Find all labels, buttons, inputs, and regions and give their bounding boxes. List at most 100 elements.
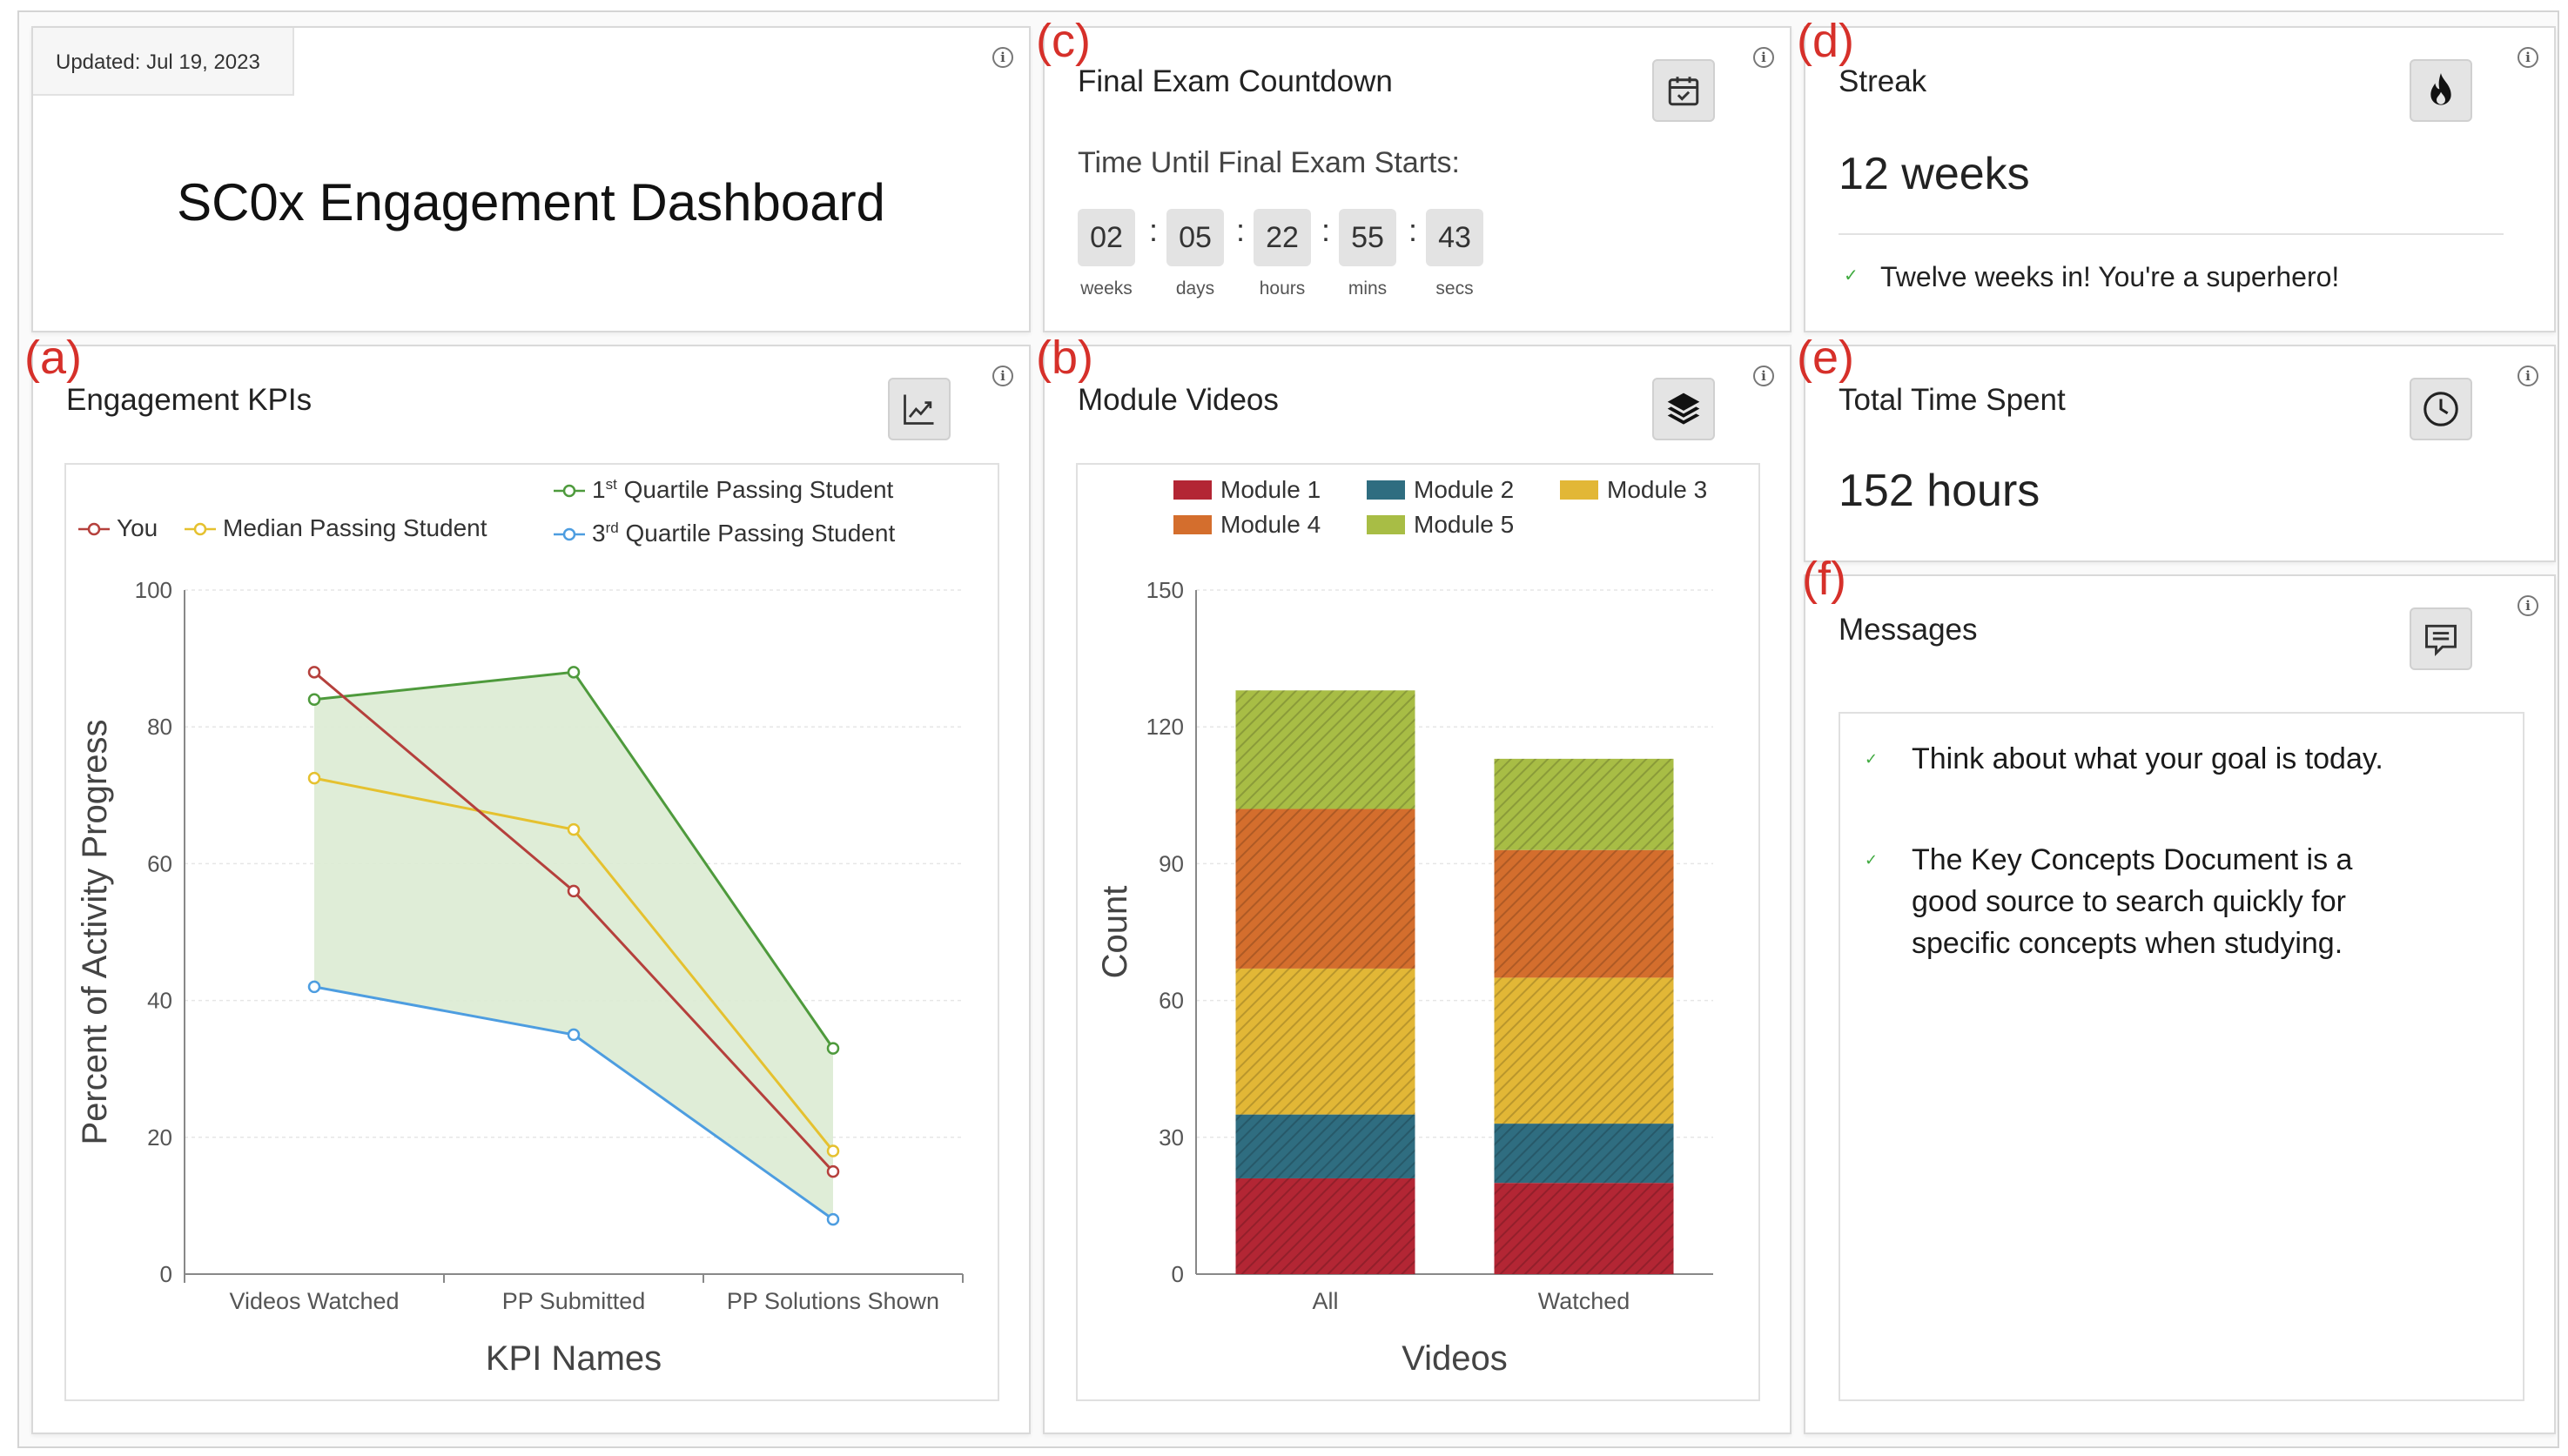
countdown-separator: :: [1408, 212, 1418, 248]
panel-label-b: (b): [1036, 332, 1093, 384]
info-icon[interactable]: i: [992, 366, 1013, 386]
bar-segment: [1235, 809, 1415, 969]
bar-segment: [1494, 1124, 1674, 1184]
countdown-mins-label: mins: [1348, 278, 1388, 299]
bar-segment: [1235, 1114, 1415, 1178]
header-card: Updated: Jul 19, 2023 i SC0x Engagement …: [31, 26, 1031, 332]
countdown-card: Final Exam Countdown i Time Until Final …: [1043, 26, 1792, 332]
legend-marker: [87, 522, 101, 536]
videos-card: Module Videos i 0 30 60 90 120 150 Videos Count…: [1043, 345, 1792, 1434]
videos-stacked-bar-chart: 0 30 60 90 120 150 Videos Count All Watched Module…: [1096, 476, 1713, 1378]
message-line: specific concepts when studying.: [1912, 927, 2343, 960]
kpis-title: Engagement KPIs: [66, 383, 313, 417]
legend-label: 1st Quartile Passing Student: [592, 476, 894, 503]
info-icon[interactable]: i: [992, 47, 1013, 68]
countdown-separator: :: [1321, 212, 1331, 248]
bar-segment: [1494, 758, 1674, 850]
videos-chart-container: 0 30 60 90 120 150 Videos Count All Watched Module…: [1076, 463, 1760, 1401]
x-tick-label: PP Submitted: [502, 1288, 646, 1314]
y-axis-title: Percent of Activity Progress: [76, 719, 114, 1144]
x-tick-label: All: [1312, 1288, 1338, 1314]
message-line: good source to search quickly for: [1912, 885, 2346, 918]
updated-text: Updated: Jul 19, 2023: [56, 50, 260, 74]
y-tick-label: 100: [135, 577, 172, 603]
messages-title: Messages: [1839, 613, 1978, 647]
info-icon[interactable]: i: [1753, 366, 1774, 386]
y-tick-label: 0: [1172, 1261, 1184, 1287]
legend-label: Module 2: [1414, 476, 1514, 503]
legend-label: Module 5: [1414, 511, 1514, 538]
y-tick-label: 0: [160, 1261, 172, 1287]
videos-title: Module Videos: [1078, 383, 1279, 417]
panel-label-e: (e): [1797, 332, 1854, 384]
legend-swatch: [1367, 515, 1405, 534]
countdown-weeks-value: 02: [1078, 209, 1135, 266]
message-item: The Key Concepts Document is a good sour…: [1912, 839, 2352, 964]
total-time-title: Total Time Spent: [1839, 383, 2066, 417]
messages-card: Messages i ✓ Think about what your goal …: [1804, 574, 2556, 1434]
y-tick-label: 90: [1159, 850, 1184, 876]
streak-divider: [1839, 233, 2504, 235]
check-icon: ✓: [1844, 265, 1859, 285]
info-icon[interactable]: i: [1753, 47, 1774, 68]
updated-badge: [33, 28, 294, 96]
info-icon[interactable]: i: [2518, 366, 2538, 386]
info-icon[interactable]: i: [2518, 47, 2538, 68]
legend-label: You: [117, 514, 158, 541]
x-axis-title: Videos: [1402, 1339, 1508, 1378]
legend-label: Module 4: [1220, 511, 1321, 538]
panel-label-c: (c): [1036, 15, 1091, 67]
quartile-band: [314, 672, 833, 1220]
bar-segment: [1235, 968, 1415, 1115]
data-point: [307, 980, 321, 994]
data-point: [307, 666, 321, 679]
message-item: Think about what your goal is today.: [1912, 738, 2383, 780]
check-icon: ✓: [1865, 750, 1879, 768]
dashboard-title: SC0x Engagement Dashboard: [177, 173, 885, 231]
bar-segment: [1235, 690, 1415, 809]
legend-marker: [193, 522, 207, 536]
clock-icon[interactable]: [2410, 378, 2472, 440]
legend-swatch: [1173, 480, 1212, 500]
y-tick-label: 150: [1146, 577, 1184, 603]
streak-value: 12 weeks: [1839, 149, 2030, 199]
legend-swatch: [1560, 480, 1598, 500]
legend-label: Median Passing Student: [223, 514, 487, 541]
panel-label-a: (a): [24, 332, 82, 384]
y-tick-label: 20: [147, 1124, 172, 1151]
streak-card: Streak i 12 weeks ✓ Twelve weeks in! You…: [1804, 26, 2556, 332]
data-point: [567, 884, 581, 898]
legend-marker: [562, 484, 576, 498]
flame-icon[interactable]: [2410, 59, 2472, 122]
countdown-title: Final Exam Countdown: [1078, 64, 1393, 98]
trend-chart-icon[interactable]: [888, 378, 951, 440]
data-point: [567, 666, 581, 679]
countdown-days-label: days: [1175, 278, 1215, 299]
x-tick-label: Watched: [1538, 1288, 1630, 1314]
panel-label-f: (f): [1802, 553, 1846, 605]
countdown-mins-value: 55: [1339, 209, 1396, 266]
y-tick-label: 80: [147, 714, 172, 740]
countdown-separator: :: [1236, 212, 1246, 248]
data-point: [826, 1144, 840, 1157]
y-tick-label: 60: [1159, 988, 1184, 1014]
messages-list: ✓ Think about what your goal is today. ✓…: [1839, 712, 2524, 1401]
y-tick-label: 120: [1146, 714, 1184, 740]
data-point: [307, 693, 321, 707]
x-tick-label: PP Solutions Shown: [727, 1288, 939, 1314]
streak-message: Twelve weeks in! You're a superhero!: [1880, 261, 2340, 292]
kpi-line-chart: 0 20 40 60 80 100 Videos Watched PP Submitted PP…: [76, 476, 964, 1378]
countdown-hours-label: hours: [1259, 278, 1306, 299]
bar-segment: [1235, 1178, 1415, 1274]
legend-label: Module 3: [1607, 476, 1707, 503]
countdown-hours-value: 22: [1254, 209, 1311, 266]
y-tick-label: 40: [147, 988, 172, 1014]
total-time-card: Total Time Spent i 152 hours: [1804, 345, 2556, 562]
layers-icon[interactable]: [1652, 378, 1715, 440]
calendar-check-icon[interactable]: [1652, 59, 1715, 122]
info-icon[interactable]: i: [2518, 595, 2538, 616]
message-icon[interactable]: [2410, 607, 2472, 670]
data-point: [826, 1042, 840, 1055]
countdown-days-value: 05: [1166, 209, 1224, 266]
legend-marker: [562, 527, 576, 541]
